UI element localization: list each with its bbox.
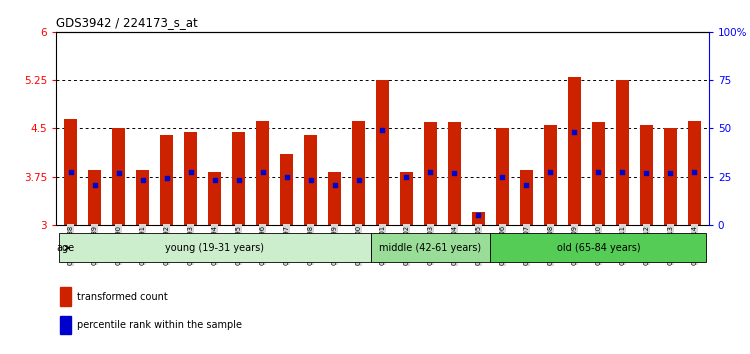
Bar <box>112 129 125 225</box>
Bar <box>616 80 629 225</box>
Bar <box>496 129 509 225</box>
Text: GSM812997: GSM812997 <box>284 225 290 265</box>
Point <box>160 176 172 181</box>
Point <box>592 169 604 175</box>
Text: age: age <box>57 243 75 253</box>
Text: GDS3942 / 224173_s_at: GDS3942 / 224173_s_at <box>56 16 198 29</box>
Text: GSM813013: GSM813013 <box>668 225 674 265</box>
Bar <box>688 121 701 225</box>
Point <box>280 174 292 179</box>
Point <box>472 212 484 218</box>
Text: GSM813009: GSM813009 <box>572 225 578 265</box>
Point <box>616 169 628 175</box>
Point <box>448 171 460 176</box>
Point <box>688 169 700 175</box>
Text: GSM812994: GSM812994 <box>211 225 217 265</box>
Point <box>400 174 412 179</box>
Text: GSM813000: GSM813000 <box>356 225 362 265</box>
Point <box>376 127 388 132</box>
Point <box>88 182 101 188</box>
Text: GSM813003: GSM813003 <box>427 225 433 265</box>
Point <box>256 169 268 175</box>
Point <box>640 171 652 176</box>
Text: GSM812993: GSM812993 <box>188 225 194 265</box>
Bar <box>370 234 490 262</box>
Bar <box>352 121 365 225</box>
Bar <box>88 170 101 225</box>
Point <box>232 177 244 183</box>
Bar <box>520 170 533 225</box>
Text: GSM813012: GSM813012 <box>644 225 650 265</box>
Point <box>209 177 220 183</box>
Bar <box>448 122 461 225</box>
Point <box>568 129 580 135</box>
Text: GSM812996: GSM812996 <box>260 225 266 265</box>
Text: GSM812995: GSM812995 <box>236 225 242 265</box>
Text: GSM813008: GSM813008 <box>548 225 554 265</box>
Point <box>304 177 316 183</box>
Point <box>520 182 532 188</box>
Bar <box>58 234 370 262</box>
Bar <box>424 122 437 225</box>
Text: GSM813001: GSM813001 <box>380 225 386 265</box>
Text: GSM812988: GSM812988 <box>68 225 74 265</box>
Bar <box>400 172 413 225</box>
Bar <box>280 154 293 225</box>
Point <box>64 169 76 175</box>
Text: GSM812990: GSM812990 <box>116 225 122 265</box>
Text: transformed count: transformed count <box>77 291 168 302</box>
Bar <box>592 122 605 225</box>
Bar <box>256 121 269 225</box>
Bar <box>160 135 173 225</box>
Bar <box>490 234 706 262</box>
Point <box>136 177 148 183</box>
Text: GSM813007: GSM813007 <box>524 225 530 265</box>
Text: GSM813014: GSM813014 <box>692 225 698 265</box>
Text: GSM813006: GSM813006 <box>500 225 506 265</box>
Bar <box>136 170 149 225</box>
Bar <box>472 212 485 225</box>
Text: GSM813002: GSM813002 <box>404 225 410 265</box>
Text: GSM812998: GSM812998 <box>308 225 314 265</box>
Bar <box>544 125 557 225</box>
Point <box>184 169 196 175</box>
Text: GSM812999: GSM812999 <box>332 225 338 265</box>
Bar <box>64 119 77 225</box>
Text: percentile rank within the sample: percentile rank within the sample <box>77 320 242 330</box>
Text: GSM813011: GSM813011 <box>620 225 626 265</box>
Text: GSM812992: GSM812992 <box>164 225 170 265</box>
Text: middle (42-61 years): middle (42-61 years) <box>380 243 482 253</box>
Bar <box>59 316 71 334</box>
Point <box>496 174 508 179</box>
Point <box>544 169 556 175</box>
Text: GSM812989: GSM812989 <box>92 225 98 265</box>
Bar <box>184 132 197 225</box>
Bar <box>304 135 317 225</box>
Bar <box>376 80 389 225</box>
Point <box>328 182 340 188</box>
Text: GSM813005: GSM813005 <box>476 225 482 265</box>
Bar <box>328 172 341 225</box>
Point <box>112 171 125 176</box>
Text: old (65-84 years): old (65-84 years) <box>556 243 640 253</box>
Point <box>664 171 676 176</box>
Bar <box>568 77 581 225</box>
Text: GSM813010: GSM813010 <box>596 225 602 265</box>
Bar <box>640 125 653 225</box>
Bar <box>208 172 221 225</box>
Text: GSM812991: GSM812991 <box>140 225 146 265</box>
Text: young (19-31 years): young (19-31 years) <box>165 243 264 253</box>
Bar <box>664 129 677 225</box>
Point <box>424 169 436 175</box>
Point <box>352 177 364 183</box>
Bar <box>59 287 71 306</box>
Bar <box>232 132 245 225</box>
Text: GSM813004: GSM813004 <box>452 225 458 265</box>
